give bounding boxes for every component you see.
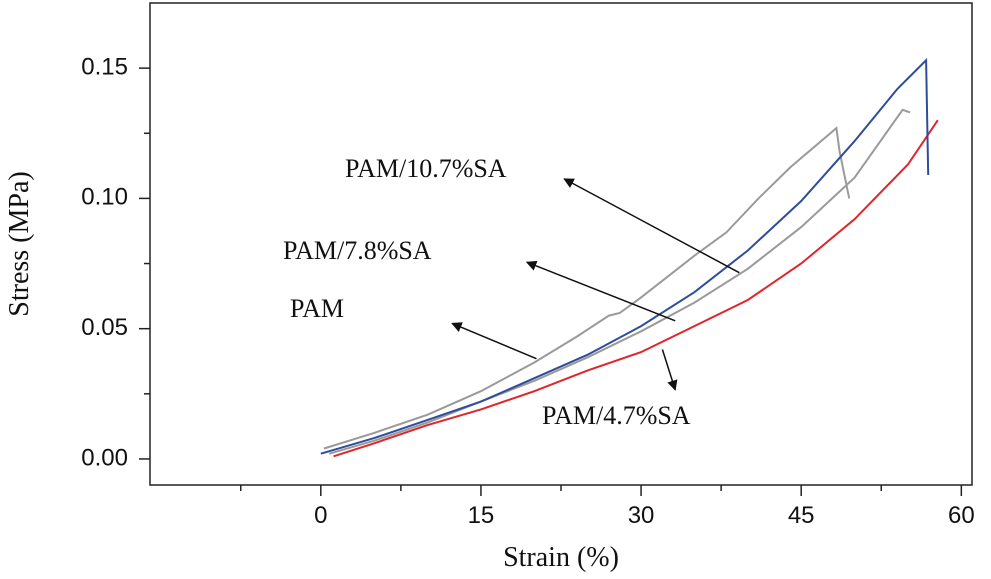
y-tick-label: 0.05 xyxy=(81,314,128,341)
annotation-layer: PAM/10.7%SA PAM/7.8%SA PAM PAM/4.7%SA xyxy=(283,154,740,430)
y-tick-label: 0.15 xyxy=(81,53,128,80)
y-axis-title: Stress (MPa) xyxy=(4,171,35,316)
annotation-label-pam-4-7-sa: PAM/4.7%SA xyxy=(542,401,691,430)
annotation-arrow-pam-10-7-sa xyxy=(563,178,740,274)
series-line-pam xyxy=(323,126,851,450)
x-tick-label: 15 xyxy=(468,502,495,529)
series-line-pam-7-8-sa xyxy=(329,108,911,455)
series-layer xyxy=(320,57,939,458)
annotation-arrow-pam-4-7-sa xyxy=(661,349,678,391)
annotation-label-pam-10-7-sa: PAM/10.7%SA xyxy=(345,154,507,183)
annotation-arrow-pam-7-8-sa xyxy=(525,260,676,322)
annotation-arrow-pam xyxy=(451,322,537,360)
x-tick-labels: 0 15 30 45 60 xyxy=(314,502,975,529)
annotation-label-pam: PAM xyxy=(290,294,344,323)
y-tick-label: 0.00 xyxy=(81,444,128,471)
annotation-label-pam-7-8-sa: PAM/7.8%SA xyxy=(283,236,432,265)
x-tick-label: 60 xyxy=(948,502,975,529)
y-tick-label: 0.10 xyxy=(81,184,128,211)
y-tick-labels: 0.00 0.05 0.10 0.15 xyxy=(81,53,128,471)
x-tick-label: 0 xyxy=(314,502,327,529)
axis-ticks xyxy=(139,67,963,496)
series-line-pam-10-7-sa xyxy=(320,57,930,455)
x-axis-title: Strain (%) xyxy=(503,542,619,573)
x-tick-label: 45 xyxy=(788,502,815,529)
series-line-pam-4-7-sa xyxy=(333,119,939,458)
x-tick-label: 30 xyxy=(628,502,655,529)
